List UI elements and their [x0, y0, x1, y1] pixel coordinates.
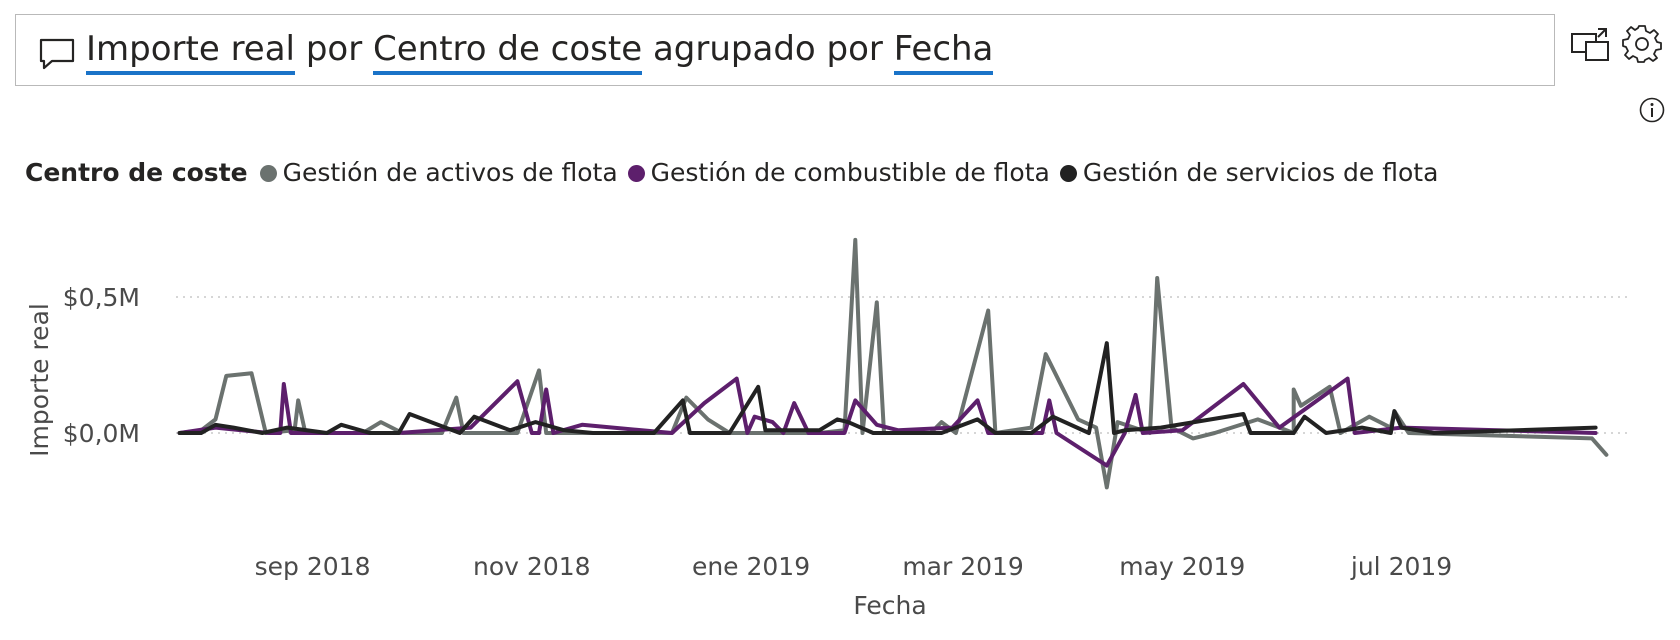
series-line-0[interactable]: [177, 237, 1609, 490]
x-tick-label: may 2019: [1119, 552, 1245, 581]
x-tick-label: ene 2019: [692, 552, 810, 581]
x-axis-title: Fecha: [853, 591, 926, 620]
legend-dot-icon: [259, 164, 277, 182]
speech-bubble-icon: [39, 38, 75, 70]
y-tick-label: $0,5M: [63, 283, 140, 312]
series-line-2[interactable]: [177, 341, 1598, 435]
info-icon[interactable]: [1638, 96, 1666, 124]
qa-group-field[interactable]: Fecha: [893, 29, 994, 75]
axes: $0,0M $0,5M sep 2018 nov 2018 ene 2019 mar 20…: [25, 283, 1452, 620]
qa-word-grouped: agrupado por: [652, 29, 883, 69]
y-axis-title: Importe real: [25, 303, 54, 457]
chart-legend: Centro de coste Gestión de activos de fl…: [25, 155, 1448, 191]
qa-category-field[interactable]: Centro de coste: [373, 29, 643, 75]
y-tick-label: $0,0M: [63, 419, 140, 448]
legend-dot-icon: [1059, 164, 1077, 182]
legend-item-activos[interactable]: Gestión de activos de flota: [259, 155, 618, 191]
legend-item-servicios[interactable]: Gestión de servicios de flota: [1059, 155, 1439, 191]
gridlines: [176, 296, 1630, 434]
x-tick-label: nov 2018: [473, 552, 591, 581]
qa-question-box[interactable]: Importe real por Centro de coste agrupad…: [15, 14, 1555, 86]
legend-label: Gestión de activos de flota: [282, 158, 618, 187]
qa-measure-field[interactable]: Importe real: [86, 29, 295, 75]
share-screen-icon[interactable]: [1570, 26, 1612, 64]
legend-title: Centro de coste: [25, 158, 248, 187]
qa-word-por: por: [305, 29, 363, 69]
series-lines: [177, 237, 1609, 490]
legend-dot-icon: [627, 164, 645, 182]
legend-item-combustible[interactable]: Gestión de combustible de flota: [627, 155, 1050, 191]
qa-question-text[interactable]: Importe real por Centro de coste agrupad…: [86, 29, 994, 75]
legend-label: Gestión de combustible de flota: [650, 158, 1050, 187]
legend-label: Gestión de servicios de flota: [1082, 158, 1439, 187]
x-tick-label: jul 2019: [1350, 552, 1452, 581]
x-tick-label: mar 2019: [902, 552, 1024, 581]
gear-icon[interactable]: [1622, 24, 1662, 64]
x-tick-label: sep 2018: [255, 552, 371, 581]
